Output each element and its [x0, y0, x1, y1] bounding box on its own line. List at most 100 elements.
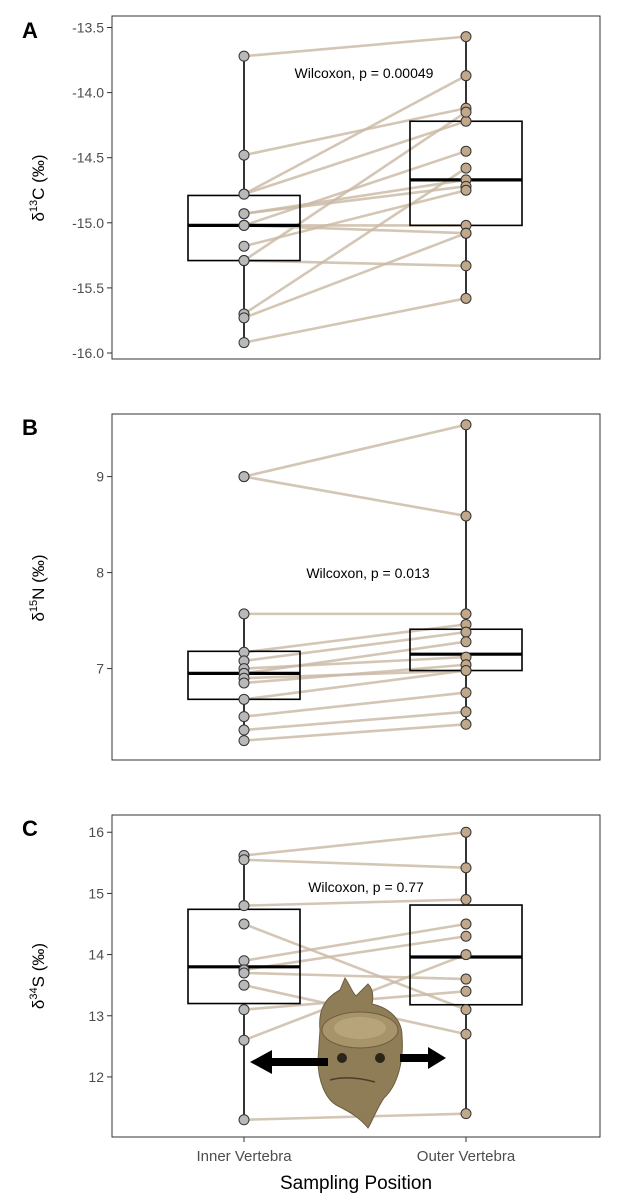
panel-b-pair-line — [243, 475, 467, 518]
panel-c-outer-point — [460, 1028, 472, 1040]
panel-a-frame — [111, 15, 601, 360]
panel-a-outer-point — [460, 162, 472, 174]
panel-a-inner-point — [238, 219, 250, 231]
panel-c-inner-point — [238, 979, 250, 991]
panel-c-pair-line — [243, 858, 467, 870]
panel-a-outer-point — [460, 31, 472, 43]
panel-c-outer-point — [460, 985, 472, 997]
drill-hole-outer — [375, 1053, 385, 1063]
x-tick-label-inner: Inner Vertebra — [196, 1148, 292, 1165]
panel-b-outer-point — [460, 608, 472, 620]
panel-a: A δ13C (‰) -16.0 -15.5 -15.0 -14.5 -14.0 -13.… — [22, 15, 601, 361]
panel-b-pair-line — [243, 722, 467, 742]
panel-a-pair-line — [243, 106, 467, 157]
panel-c-pair-line — [243, 830, 467, 857]
panel-b-outer-point — [460, 419, 472, 431]
x-axis: Inner Vertebra Outer Vertebra Sampling P… — [196, 1137, 516, 1194]
panel-b-y-tick-label: 8 — [96, 565, 104, 581]
panel-c-y-tick-label: 15 — [88, 885, 104, 901]
panel-letter-c: C — [22, 816, 38, 841]
panel-a-y-axis-title: δ13C (‰) — [28, 154, 48, 221]
panel-b-outer-point — [460, 706, 472, 718]
panel-a-outer-point — [460, 70, 472, 82]
panel-a-pair-line — [243, 232, 467, 320]
panel-a-pair-line — [243, 149, 467, 227]
panel-b-pair-line — [243, 630, 467, 663]
panel-a-inner-point — [238, 188, 250, 200]
panel-b-data — [187, 419, 523, 747]
panel-c: C δ34S (‰) 12 13 14 15 16 Wilcoxon, p = 0.77 — [22, 814, 601, 1138]
panel-b-pair-line — [243, 655, 467, 670]
panel-b-outer-point — [460, 636, 472, 648]
panel-a-inner-point — [238, 337, 250, 349]
panel-a-pair-line — [243, 111, 467, 262]
panel-c-outer-point — [460, 1004, 472, 1016]
panel-b-y-axis-title: δ15N (‰) — [28, 554, 48, 621]
x-axis-title: Sampling Position — [280, 1173, 432, 1194]
panel-letter-b: B — [22, 415, 38, 440]
panel-b-inner-point — [238, 608, 250, 620]
panel-a-outer-point — [460, 184, 472, 196]
panel-c-inner-point — [238, 1034, 250, 1046]
outer-arrow-head-icon — [428, 1047, 446, 1069]
panel-c-y-axis-title: δ34S (‰) — [28, 943, 48, 1009]
panel-a-y-tick-label: -16.0 — [72, 345, 104, 361]
panel-c-inner-point — [238, 900, 250, 912]
panel-a-y-tick-label: -14.5 — [72, 150, 104, 166]
panel-c-outer-point — [460, 930, 472, 942]
panel-b-outer-point — [460, 718, 472, 730]
panel-b-wilcoxon-annotation: Wilcoxon, p = 0.013 — [306, 565, 430, 581]
panel-b-pair-line — [243, 710, 467, 732]
panel-a-y-tick-label: -14.0 — [72, 85, 104, 101]
panel-b-outer-point — [460, 687, 472, 699]
panel-b: B δ15N (‰) 7 8 9 Wilcoxon, p = 0.013 — [22, 413, 601, 761]
panel-a-outer-point — [460, 145, 472, 157]
panel-b-pair-line — [243, 691, 467, 718]
panel-c-ticks: 12 13 14 15 16 — [88, 824, 112, 1085]
vertebra-body — [317, 976, 403, 1129]
panel-c-outer-point — [460, 826, 472, 838]
x-tick-label-outer: Outer Vertebra — [417, 1148, 516, 1165]
panel-c-inner-point — [238, 1004, 250, 1016]
panel-b-inner-point — [238, 677, 250, 689]
panel-c-pair-line — [243, 1112, 467, 1122]
panel-a-pair-line — [243, 35, 467, 58]
panel-a-pair-line — [243, 297, 467, 344]
vertebra-photo-illustration — [250, 976, 446, 1129]
panel-b-outer-point — [460, 665, 472, 677]
inner-arrow-head-icon — [250, 1050, 272, 1074]
panel-b-inner-point — [238, 735, 250, 747]
panel-c-outer-point — [460, 949, 472, 961]
panel-b-pair-line — [243, 663, 467, 685]
panel-a-outer-point — [460, 227, 472, 239]
panel-b-y-tick-label: 9 — [96, 469, 104, 485]
vertebra-inner-face — [334, 1017, 386, 1039]
panel-b-y-tick-label: 7 — [96, 661, 104, 677]
panel-c-outer-point — [460, 1108, 472, 1120]
panel-c-inner-point — [238, 854, 250, 866]
panel-a-outer-point — [460, 292, 472, 304]
panel-a-inner-point — [238, 208, 250, 220]
panel-c-pair-line — [243, 922, 467, 962]
panel-c-pair-line — [243, 971, 467, 981]
panel-b-pair-line — [243, 669, 467, 701]
panel-b-frame — [111, 413, 601, 761]
panel-b-pair-line — [243, 640, 467, 675]
panel-a-data — [187, 31, 523, 349]
panel-b-outer-point — [460, 510, 472, 522]
panel-a-outer-point — [460, 115, 472, 127]
panel-a-wilcoxon-annotation: Wilcoxon, p = 0.00049 — [295, 65, 434, 81]
panel-letter-a: A — [22, 18, 38, 43]
panel-c-y-tick-label: 14 — [88, 947, 104, 963]
panel-c-outer-point — [460, 894, 472, 906]
panel-a-pair-line — [243, 259, 467, 268]
panel-a-y-tick-label: -15.5 — [72, 280, 104, 296]
panel-a-inner-point — [238, 312, 250, 324]
panel-a-inner-point — [238, 255, 250, 267]
panel-b-outer-point — [460, 626, 472, 638]
panel-c-inner-point — [238, 967, 250, 979]
panel-a-pair-line — [243, 74, 467, 196]
panel-c-y-tick-label: 13 — [88, 1008, 104, 1024]
panel-b-inner-point — [238, 693, 250, 705]
